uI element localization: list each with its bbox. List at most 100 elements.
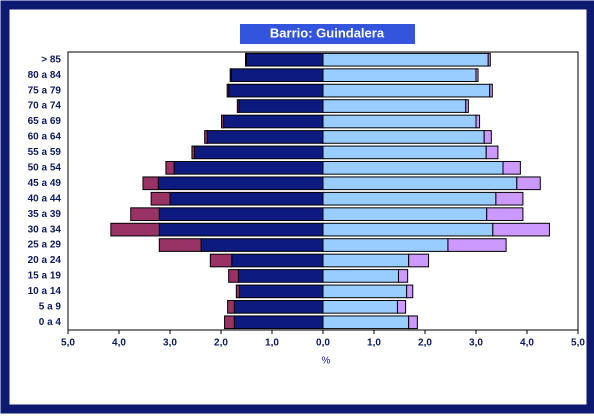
bar	[322, 207, 488, 221]
bar	[322, 114, 477, 129]
x-tick-label: 2,0	[418, 338, 432, 349]
bar	[322, 191, 497, 206]
bar	[322, 99, 467, 113]
bar	[228, 269, 239, 283]
chart-title: Barrio: Guindalera	[270, 25, 385, 40]
x-tick-label: 4,0	[520, 338, 534, 349]
bar	[322, 176, 518, 191]
y-tick-label: 30 a 34	[28, 224, 62, 235]
bar	[238, 99, 324, 113]
bar	[233, 315, 324, 330]
y-tick-label: 75 a 79	[28, 85, 62, 96]
bar	[322, 253, 410, 268]
bar	[235, 284, 240, 299]
bar	[406, 284, 414, 299]
y-tick-label: 80 a 84	[28, 70, 62, 81]
bar	[502, 161, 521, 175]
y-tick-label: 35 a 39	[28, 209, 62, 220]
bar	[238, 284, 324, 299]
bar	[158, 222, 324, 237]
bar	[489, 83, 493, 98]
bar	[200, 238, 324, 252]
x-tick-label: 0,0	[316, 338, 330, 349]
y-tick-label: 40 a 44	[28, 193, 62, 204]
bar	[397, 269, 409, 283]
bar	[322, 269, 399, 283]
bar	[204, 130, 208, 144]
y-tick-label: 25 a 29	[28, 240, 62, 251]
bar	[110, 222, 160, 237]
bar	[158, 238, 202, 252]
bar	[322, 161, 504, 175]
y-tick-label: 20 a 24	[28, 255, 62, 266]
bar	[158, 207, 324, 221]
bar	[224, 315, 235, 330]
bar	[475, 114, 481, 129]
bar	[237, 269, 324, 283]
bar	[516, 176, 541, 191]
bar	[221, 114, 225, 129]
bar	[408, 253, 430, 268]
bar	[223, 114, 324, 129]
bar	[492, 222, 550, 237]
y-tick-label: 70 a 74	[28, 101, 62, 112]
x-tick-label: 1,0	[265, 338, 279, 349]
bar	[229, 68, 232, 82]
bar	[322, 52, 489, 67]
bar	[246, 52, 324, 67]
bar	[226, 83, 230, 98]
y-tick-label: 60 a 64	[28, 132, 62, 143]
bar	[483, 130, 492, 144]
bar	[157, 176, 324, 191]
y-tick-label: 45 a 49	[28, 178, 62, 189]
x-tick-label: 2,0	[214, 338, 228, 349]
bar	[465, 99, 469, 113]
bar	[495, 191, 524, 206]
bar	[485, 145, 499, 160]
bar	[150, 191, 171, 206]
y-tick-label: 10 a 14	[28, 286, 62, 297]
y-tick-label: 5 a 9	[39, 301, 62, 312]
bar	[227, 300, 235, 314]
bar	[322, 130, 485, 144]
bar	[322, 68, 477, 82]
bar	[231, 253, 324, 268]
x-tick-label: 5,0	[61, 338, 75, 349]
bar	[244, 52, 247, 67]
bar	[193, 145, 324, 160]
x-tick-label: 5,0	[571, 338, 585, 349]
bar	[236, 99, 240, 113]
y-tick-label: 65 a 69	[28, 116, 62, 127]
bar	[209, 253, 233, 268]
bar	[233, 300, 324, 314]
y-tick-label: 0 a 4	[39, 317, 62, 328]
bar	[408, 315, 418, 330]
bar	[230, 68, 324, 82]
bar	[322, 238, 449, 252]
bar	[191, 145, 195, 160]
y-tick-label: 15 a 19	[28, 271, 62, 282]
y-tick-label: 50 a 54	[28, 162, 62, 173]
bar	[447, 238, 507, 252]
bar	[142, 176, 159, 191]
bar	[228, 83, 324, 98]
x-tick-label: 1,0	[367, 338, 381, 349]
bar	[322, 145, 487, 160]
bar	[206, 130, 324, 144]
bar	[169, 191, 324, 206]
bar	[165, 161, 175, 175]
bar	[486, 207, 524, 221]
x-tick-label: 3,0	[163, 338, 177, 349]
bar	[173, 161, 324, 175]
bar	[475, 68, 479, 82]
bar	[322, 83, 491, 98]
y-tick-label: 55 a 59	[28, 147, 62, 158]
bar	[487, 52, 491, 67]
title-box	[240, 24, 415, 44]
x-axis-label: %	[322, 356, 331, 367]
bar	[130, 207, 160, 221]
bar	[396, 300, 407, 314]
x-tick-label: 3,0	[469, 338, 483, 349]
y-tick-label: > 85	[41, 54, 61, 65]
